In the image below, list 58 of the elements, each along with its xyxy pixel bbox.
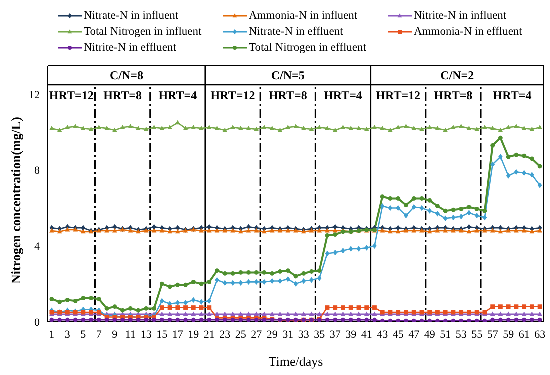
annotation: HRT=12 [376,88,421,103]
legend-label: Nitrite-N in influent [414,9,507,24]
annotation: HRT=4 [324,88,362,103]
y-tick-label: 0 [34,316,40,329]
x-tick-label: 49 [424,328,436,341]
annotation: HRT=12 [210,88,256,103]
x-tick-label: 15 [156,328,168,341]
x-tick-label: 27 [251,328,263,341]
x-tick-label: 23 [220,328,232,341]
x-tick-label: 11 [125,328,136,341]
x-tick-label: 47 [408,328,420,341]
annotation: C/N=8 [110,68,144,83]
x-tick-label: 3 [64,328,71,341]
annotation: C/N=2 [440,68,474,83]
annotation: HRT=4 [493,88,532,103]
x-tick-label: 55 [472,328,484,341]
legend-label: Nitrate-N in effluent [249,25,344,40]
x-tick-label: 31 [282,328,294,341]
x-tick-label: 61 [518,328,530,341]
annotation: HRT=8 [434,88,473,103]
x-tick-label: 39 [346,328,358,341]
x-tick-label: 5 [80,328,87,341]
annotation: HRT=4 [158,88,198,103]
legend-label: Ammonia-N in effluent [414,25,522,40]
annotation: HRT=12 [49,88,94,103]
legend-label: Nitrite-N in effluent [84,41,176,56]
x-tick-label: 17 [172,328,184,341]
x-tick-label: 63 [534,328,546,341]
legend-label: Nitrate-N in influent [84,9,179,24]
x-tick-label: 41 [361,328,372,341]
y-tick-label: 12 [29,89,40,102]
y-tick-label: 8 [34,165,40,178]
x-tick-label: 37 [330,328,342,341]
annotation: HRT=8 [268,88,308,103]
x-tick-label: 19 [188,328,200,341]
x-tick-label: 43 [377,328,389,341]
x-tick-label: 45 [392,328,404,341]
x-tick-label: 35 [314,328,326,341]
x-tick-label: 21 [204,328,215,341]
x-tick-label: 57 [487,328,499,341]
x-tick-label: 59 [503,328,515,341]
x-tick-label: 33 [298,328,310,341]
x-tick-label: 29 [266,328,278,341]
x-axis-title: Time/days [268,354,324,369]
x-tick-label: 25 [235,328,247,341]
x-tick-label: 9 [112,328,118,341]
x-tick-label: 7 [96,328,102,341]
x-tick-label: 53 [456,328,468,341]
x-tick-label: 51 [440,328,452,341]
y-tick-label: 4 [34,241,40,254]
x-tick-label: 13 [140,328,152,341]
x-tick-label: 1 [49,328,55,341]
legend-label: Total Nitrogen in influent [84,25,202,40]
annotation: HRT=8 [104,88,142,103]
y-axis-title: Nitrogen concentration(mg/L) [8,117,24,284]
legend-label: Total Nitrogen in effluent [249,41,366,56]
legend-label: Ammonia-N in influent [249,9,358,24]
annotation: C/N=5 [271,68,305,83]
